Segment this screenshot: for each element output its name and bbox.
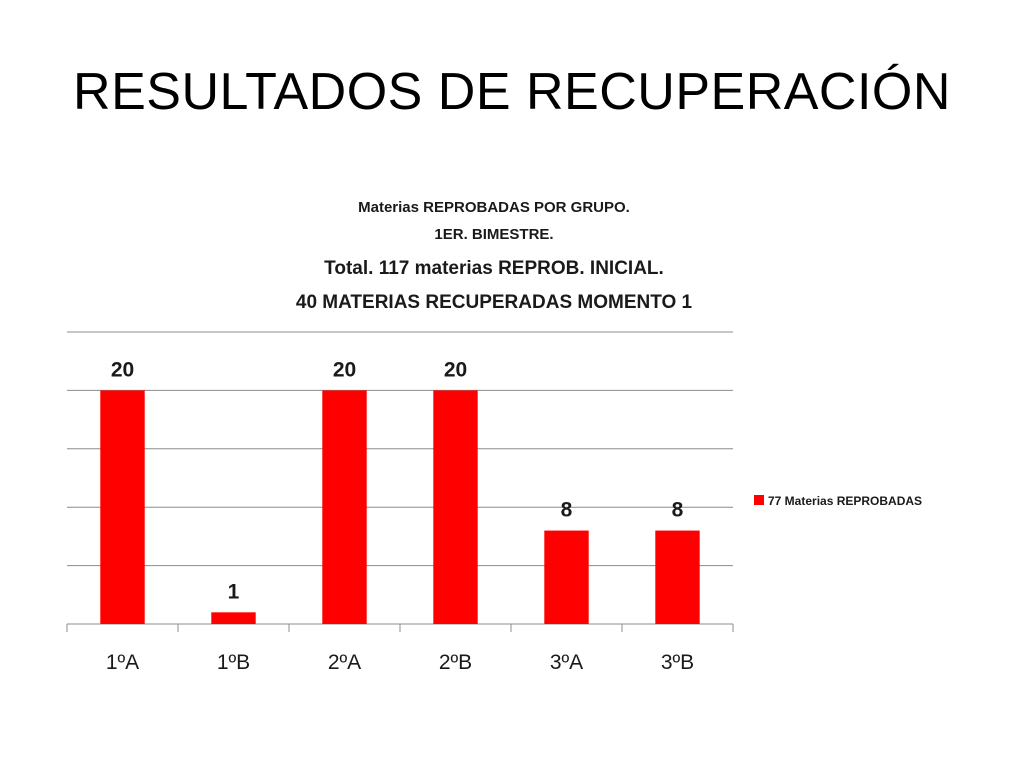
chart-data-label: 8: [561, 499, 573, 522]
chart-bar: [322, 390, 367, 624]
slide-title: RESULTADOS DE RECUPERACIÓN: [73, 63, 951, 121]
chart-x-tick-labels: 1ºA 1ºB 2ºA 2ºB 3ºA 3ºB: [106, 651, 694, 674]
chart-legend: 77 Materias REPROBADAS: [754, 494, 922, 508]
chart-data-label: 20: [111, 358, 134, 381]
chart-x-tick-label: 3ºB: [661, 651, 694, 674]
chart-title-line: Materias REPROBADAS POR GRUPO.: [358, 199, 630, 216]
chart-title-line: Total. 117 materias REPROB. INICIAL.: [324, 258, 664, 279]
chart-x-tick-label: 3ºA: [550, 651, 583, 674]
chart-bar: [544, 530, 589, 624]
chart-legend-label: 77 Materias REPROBADAS: [768, 494, 922, 508]
chart-legend-swatch: [754, 495, 764, 505]
chart-title-line: 40 MATERIAS RECUPERADAS MOMENTO 1: [296, 292, 693, 313]
chart-x-tick-label: 2ºB: [439, 651, 472, 674]
chart-x-axis: [66, 623, 734, 632]
chart-data-label: 8: [672, 499, 684, 522]
chart-x-tick-label: 1ºA: [106, 651, 139, 674]
chart-bar: [655, 530, 700, 624]
chart-gridlines: [67, 331, 733, 567]
chart-bar: [211, 612, 256, 624]
chart-title: Materias REPROBADAS POR GRUPO. 1ER. BIMES…: [296, 199, 693, 313]
chart-x-tick-label: 1ºB: [217, 651, 250, 674]
chart-data-label: 20: [333, 358, 356, 381]
chart-bar: [433, 390, 478, 624]
chart-data-label: 20: [444, 358, 467, 381]
chart-x-tick-label: 2ºA: [328, 651, 361, 674]
chart-data-label: 1: [228, 580, 240, 603]
chart-data-labels: 20 1 20 20 8 8: [111, 358, 684, 603]
chart-bar: [100, 390, 145, 624]
chart-title-line: 1ER. BIMESTRE.: [434, 226, 553, 243]
chart-bars: [100, 390, 700, 624]
